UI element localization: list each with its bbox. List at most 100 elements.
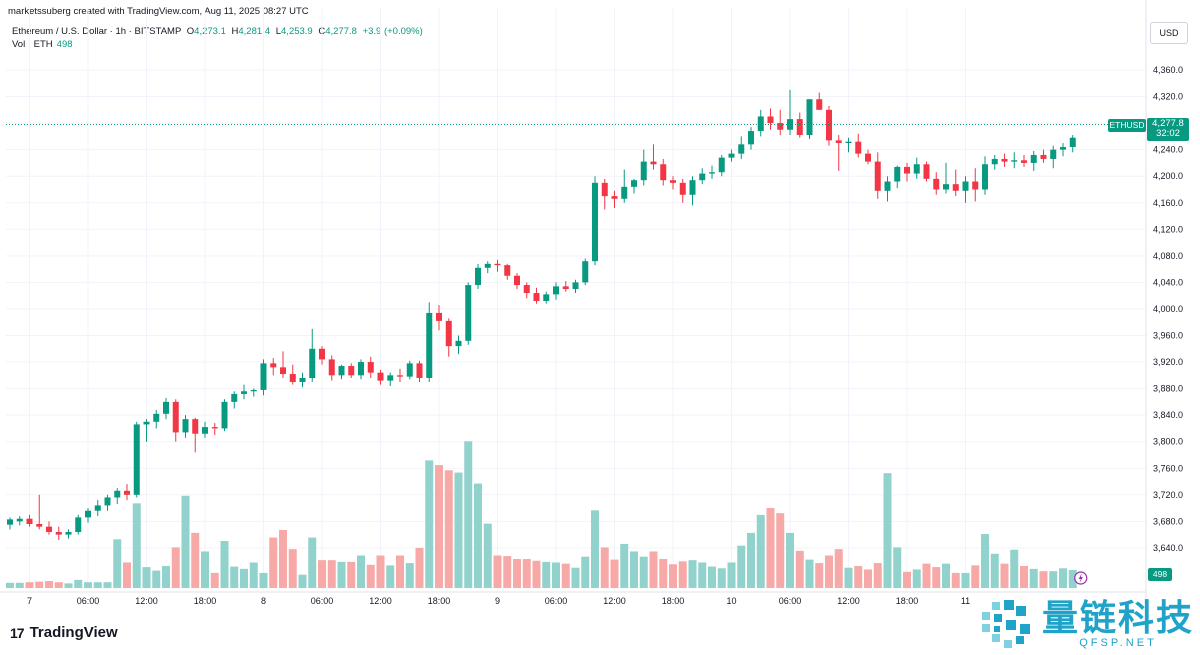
x-tick-label: 06:00 <box>77 596 100 606</box>
x-tick-label: 18:00 <box>194 596 217 606</box>
volume-bar <box>405 563 414 588</box>
volume-bar <box>591 510 599 588</box>
volume-bar <box>318 560 326 588</box>
volume-bar <box>961 572 970 588</box>
candle-body <box>592 182 598 262</box>
volume-bar <box>425 460 434 588</box>
x-tick-label: 9 <box>495 596 500 606</box>
candle-body <box>7 519 13 525</box>
candle-body <box>182 419 189 433</box>
candle-body <box>650 161 657 165</box>
candle-body <box>397 375 403 377</box>
candle-body <box>270 363 277 368</box>
x-tick-label: 8 <box>261 596 266 606</box>
volume-bar <box>6 582 14 588</box>
candle-body <box>562 286 569 290</box>
currency-selector[interactable]: USD <box>1150 22 1188 44</box>
volume-bar <box>698 562 707 588</box>
volume-bar <box>844 567 853 588</box>
candle-body <box>933 178 940 190</box>
volume-bar <box>220 541 229 588</box>
volume-bar <box>240 568 248 588</box>
y-tick-label: 4,080.0 <box>1153 251 1183 261</box>
x-tick-label: 18:00 <box>896 596 919 606</box>
tradingview-mark-icon: 17 <box>10 624 25 641</box>
candle-body <box>445 320 452 347</box>
candle-body <box>728 153 735 158</box>
candle-body <box>387 375 394 381</box>
volume-bar <box>1029 568 1038 588</box>
candle-body <box>767 116 774 124</box>
candle-body <box>660 164 667 181</box>
volume-bar <box>376 555 385 588</box>
candle-body <box>202 427 208 434</box>
volume-bar <box>1020 565 1028 588</box>
volume-bar <box>25 582 34 588</box>
candle-body <box>426 312 433 378</box>
candle-body <box>172 401 179 433</box>
volume-bar <box>639 556 648 588</box>
candle-body <box>65 531 72 535</box>
candle-body <box>962 181 969 191</box>
volume-bar <box>288 549 297 588</box>
candle-body <box>46 526 52 532</box>
candle-body <box>124 490 130 495</box>
volume-bar <box>737 545 746 588</box>
candle-body <box>796 119 803 136</box>
candle-body <box>328 359 335 376</box>
candle-body <box>553 286 559 295</box>
volume-bar <box>347 561 356 588</box>
candle-body <box>679 182 686 195</box>
volume-bar <box>210 572 219 588</box>
volume-bar <box>113 539 122 588</box>
candle-body <box>280 367 286 374</box>
volume-bar <box>1068 570 1077 588</box>
volume-bar <box>786 532 794 588</box>
volume-bar <box>1039 571 1048 588</box>
volume-bar <box>45 581 53 588</box>
open-value: 4,273.1 <box>194 26 226 37</box>
volume-bar <box>620 543 629 588</box>
candle-body <box>436 312 442 321</box>
candle-body <box>1069 137 1076 147</box>
candle-body <box>631 180 637 187</box>
y-tick-label: 3,680.0 <box>1153 516 1183 526</box>
candle-body <box>55 531 62 535</box>
candle-body <box>835 140 842 144</box>
y-tick-label: 3,640.0 <box>1153 543 1183 553</box>
volume-bar <box>795 550 804 588</box>
volume-bar <box>1010 549 1019 588</box>
watermark-subtitle: QFSP.NET <box>1079 637 1157 649</box>
volume-bar <box>162 565 170 588</box>
y-tick-label: 4,200.0 <box>1153 171 1183 181</box>
x-tick-label: 11 <box>961 596 970 606</box>
volume-bar <box>912 569 921 588</box>
candle-body <box>523 285 530 294</box>
volume-bar <box>503 556 512 588</box>
candle-body <box>377 372 384 381</box>
x-tick-label: 12:00 <box>603 596 626 606</box>
candle-body <box>621 186 628 199</box>
candle-body <box>718 157 725 173</box>
candle-body <box>982 164 988 190</box>
volume-bar <box>474 483 482 588</box>
y-tick-label: 3,720.0 <box>1153 490 1183 500</box>
tradingview-logo[interactable]: 17 TradingView <box>10 624 118 641</box>
candle-body <box>543 294 550 301</box>
volume-bar <box>93 582 102 588</box>
y-tick-label: 4,320.0 <box>1153 92 1183 102</box>
volume-bar <box>132 503 141 588</box>
candle-body <box>260 363 267 390</box>
candle-body <box>777 123 784 130</box>
volume-bar <box>386 565 395 588</box>
low-value: 4,253.9 <box>281 26 313 37</box>
volume-bar <box>123 562 131 588</box>
x-tick-label: 06:00 <box>311 596 334 606</box>
candle-body <box>367 362 374 373</box>
y-tick-label: 3,840.0 <box>1153 410 1183 420</box>
y-tick-label: 4,160.0 <box>1153 198 1183 208</box>
volume-bar <box>483 523 492 588</box>
candle-body <box>455 340 462 347</box>
candle-body <box>1001 158 1008 162</box>
